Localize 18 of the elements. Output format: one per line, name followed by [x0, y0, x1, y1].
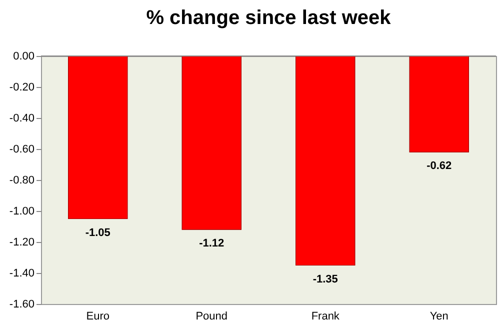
chart-title: % change since last week: [146, 7, 392, 29]
data-label: -1.12: [199, 238, 224, 250]
y-tick-label: -1.60: [9, 298, 34, 310]
y-tick-label: -0.20: [9, 82, 34, 94]
y-tick-label: -1.00: [9, 206, 34, 218]
y-tick-label: -0.80: [9, 174, 34, 186]
y-tick-label: -0.60: [9, 144, 34, 156]
data-label: -0.62: [426, 160, 452, 172]
y-tick-label: -1.40: [9, 268, 34, 280]
data-label: -1.05: [85, 226, 110, 239]
x-tick-label: Euro: [86, 310, 110, 322]
data-label: -1.35: [312, 273, 338, 286]
x-tick-label: Yen: [430, 310, 448, 322]
y-tick-label: -1.20: [9, 236, 34, 248]
x-tick-label: Frank: [311, 310, 340, 322]
y-tick-label: -0.40: [9, 112, 34, 124]
x-tick-label: Pound: [196, 310, 228, 322]
y-tick-label: 0.00: [13, 50, 34, 62]
